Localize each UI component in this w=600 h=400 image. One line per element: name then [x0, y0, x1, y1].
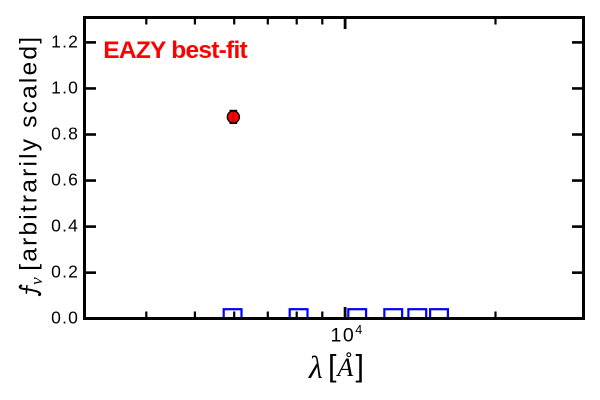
- svg-text:EAZY best-fit: EAZY best-fit: [103, 37, 247, 64]
- svg-text:ν [arbitrarily scaled]: ν [arbitrarily scaled]: [16, 35, 47, 285]
- svg-text:0.8: 0.8: [51, 123, 79, 143]
- svg-text:0.2: 0.2: [51, 262, 79, 282]
- svg-text:104: 104: [331, 323, 364, 347]
- svg-text:λ: λ: [308, 350, 323, 385]
- svg-text:0.0: 0.0: [51, 308, 79, 328]
- svg-text:1.2: 1.2: [51, 31, 79, 51]
- svg-text:1.0: 1.0: [51, 77, 79, 97]
- svg-text:0.4: 0.4: [51, 216, 79, 236]
- svg-text:]: ]: [356, 349, 364, 383]
- svg-text:0.6: 0.6: [51, 169, 79, 189]
- svg-text:A: A: [335, 353, 353, 382]
- svg-text:[: [: [328, 349, 337, 383]
